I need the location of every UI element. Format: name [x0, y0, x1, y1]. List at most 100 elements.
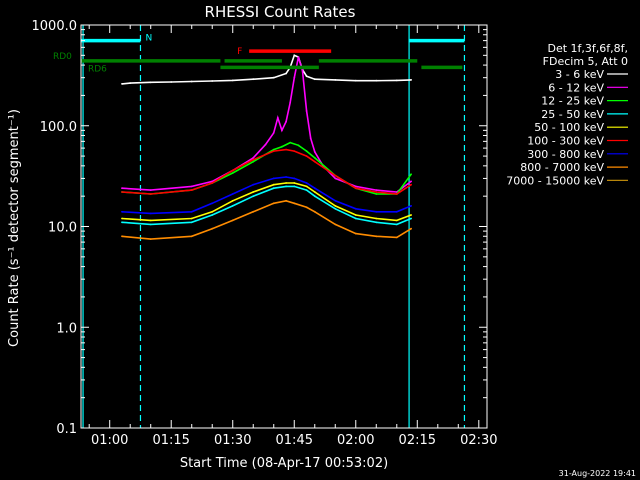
series-1-point — [305, 110, 308, 112]
series-1-point — [301, 70, 304, 72]
series-3-point — [313, 195, 316, 198]
series-3-point — [149, 223, 152, 226]
legend-label-3: 25 - 50 keV — [541, 108, 604, 121]
legend-header-line: FDecim 5, Att 0 — [543, 55, 628, 68]
series-3-point — [190, 221, 193, 224]
series-4-point — [231, 199, 234, 202]
series-7-point — [313, 210, 316, 213]
series-1-point — [272, 132, 275, 134]
series-7-point — [293, 202, 296, 205]
series-0-point — [375, 79, 378, 82]
series-5-point — [211, 182, 214, 184]
series-2-point — [231, 172, 234, 174]
series-7-point — [305, 206, 308, 209]
series-5-point — [149, 193, 152, 195]
series-4-point — [375, 217, 378, 220]
series-5-point — [395, 193, 398, 195]
series-3-point — [375, 221, 378, 224]
series-2-point — [272, 148, 275, 151]
series-0-point — [149, 81, 152, 84]
series-6-point — [149, 212, 152, 215]
series-3-point — [121, 221, 123, 224]
series-7-point — [395, 236, 398, 239]
x-axis-label: Start Time (08-Apr-17 00:53:02) — [180, 456, 388, 471]
series-2-point — [313, 157, 316, 159]
series-7-point — [354, 232, 357, 235]
series-1-point — [375, 189, 378, 192]
series-3-point — [285, 185, 287, 188]
series-5-point — [231, 169, 234, 172]
series-6-point — [121, 210, 123, 213]
series-0-point — [293, 54, 296, 57]
series-0-point — [305, 75, 308, 78]
series-5-point — [252, 158, 255, 161]
series-6-point — [231, 193, 234, 195]
series-1-point — [293, 76, 296, 79]
x-tick-label: 02:30 — [460, 433, 497, 448]
series-3-point — [252, 195, 255, 198]
series-1-point — [281, 129, 283, 132]
series-3-point — [231, 205, 234, 207]
series-6-point — [334, 199, 337, 202]
series-7-point — [121, 235, 123, 238]
series-5-point — [285, 148, 287, 151]
flag-label-rd6: RD6 — [88, 64, 107, 74]
series-7-point — [190, 235, 193, 238]
series-4-point — [190, 217, 193, 220]
series-7-point — [285, 199, 287, 202]
series-6-point — [410, 205, 412, 207]
series-0-point — [334, 79, 337, 81]
series-1-point — [334, 177, 337, 180]
series-line-4 — [121, 182, 412, 222]
legend: Det 1f,3f,6f,8f,FDecim 5, Att 03 - 6 keV… — [506, 42, 628, 187]
footer-timestamp: 31-Aug-2022 19:41 — [559, 469, 636, 478]
legend-label-7: 800 - 7000 keV — [520, 161, 604, 174]
series-4-point — [252, 191, 255, 193]
series-0-point — [170, 81, 173, 83]
series-6-point — [285, 176, 287, 178]
plot-area: N F RD0 RD6 — [53, 25, 466, 428]
legend-label-8: 7000 - 15000 keV — [506, 174, 604, 187]
series-1-point — [309, 137, 312, 140]
chart-title: RHESSI Count Rates — [205, 3, 356, 21]
series-2-point — [252, 160, 255, 163]
series-1-point — [313, 151, 316, 153]
series-3-point — [354, 217, 357, 220]
series-6-point — [252, 183, 255, 186]
series-line-3 — [121, 185, 412, 226]
series-4-point — [272, 183, 275, 186]
series-6-point — [305, 182, 308, 184]
series-4-point — [354, 214, 357, 216]
series-line-6 — [121, 176, 412, 215]
legend-label-5: 100 - 300 keV — [527, 135, 604, 148]
series-7-point — [211, 227, 214, 230]
legend-label-6: 300 - 800 keV — [527, 148, 604, 161]
series-1-point — [354, 185, 357, 188]
series-2-point — [410, 173, 412, 176]
series-4-point — [285, 182, 287, 184]
series-0-point — [354, 79, 357, 82]
flag-label-f: F — [237, 47, 242, 57]
series-3-point — [272, 187, 275, 190]
series-4-point — [211, 210, 214, 213]
series-7-point — [410, 227, 412, 230]
series-5-point — [305, 155, 308, 158]
series-2-point — [305, 150, 308, 153]
series-3-point — [211, 214, 214, 216]
series-1-point — [297, 56, 300, 58]
flag-label-n: N — [145, 34, 152, 44]
series-7-point — [149, 238, 152, 241]
series-7-point — [375, 235, 378, 238]
series-1-point — [252, 157, 255, 159]
x-tick-label: 02:00 — [337, 433, 374, 448]
series-5-point — [190, 189, 193, 192]
series-4-point — [121, 217, 123, 220]
series-1-point — [264, 143, 267, 146]
series-2-point — [281, 145, 283, 148]
series-4-point — [293, 182, 296, 184]
series-5-point — [410, 183, 412, 186]
series-3-point — [305, 189, 308, 192]
series-1-point — [121, 187, 123, 190]
series-4-point — [149, 219, 152, 222]
